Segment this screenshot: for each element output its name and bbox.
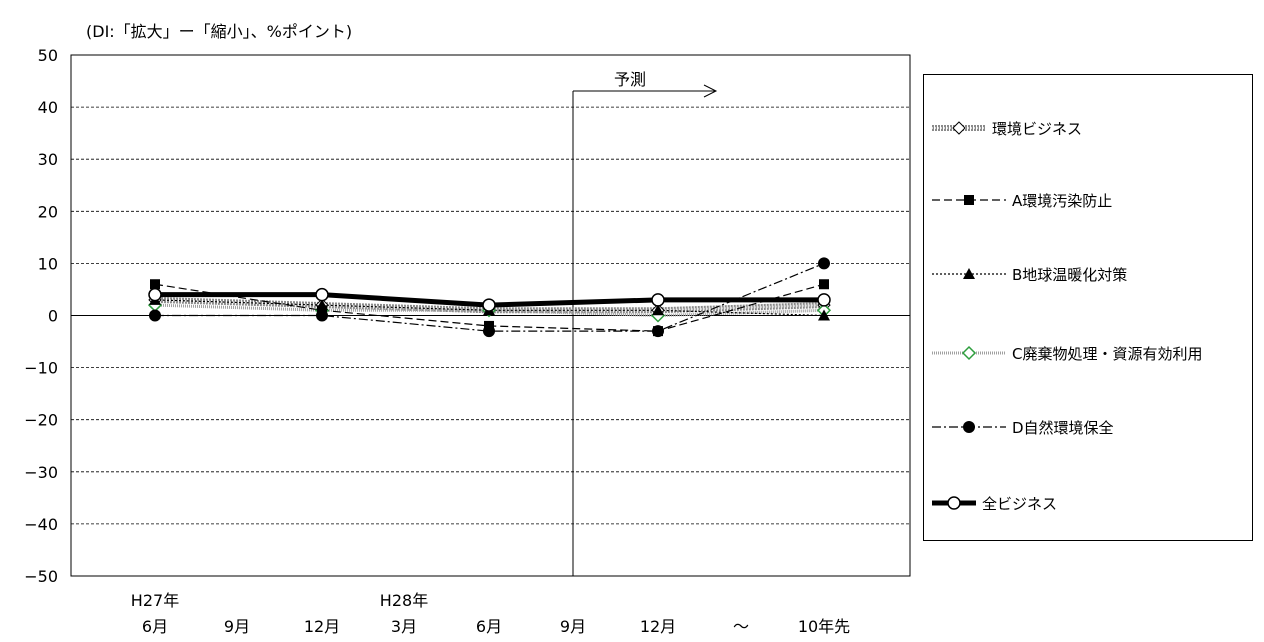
y-tick-label: 10: [38, 254, 58, 273]
y-tick-label: 30: [38, 150, 58, 169]
legend-marker: [964, 195, 974, 205]
legend-swatch-all-business: [932, 496, 976, 510]
legend-marker: [961, 345, 977, 361]
y-tick-label: 20: [38, 202, 58, 221]
data-point-s1-4: [819, 279, 829, 290]
x-tick-label: 〜: [733, 617, 749, 636]
legend-item-pollution-prevention: A環境汚染防止: [930, 185, 1112, 215]
legend-label: C廃棄物処理・資源有効利用: [1012, 344, 1203, 363]
x-tick-label: 9月: [560, 617, 586, 636]
legend-swatch-waste-resources: [932, 345, 1006, 361]
y-unit-label: (DI:「拡大」ー「縮小」、%ポイント): [86, 22, 353, 41]
legend: 環境ビジネス A環境汚染防止 B地球温暖化対策 C廃棄物処理・資源有効利用 D自…: [923, 74, 1253, 541]
y-tick-label: 50: [38, 46, 58, 65]
legend-label: B地球温暖化対策: [1012, 265, 1128, 284]
forecast-marker: 予測: [572, 70, 718, 576]
legend-item-all-business: 全ビジネス: [930, 488, 1057, 518]
legend-item-waste-resources: C廃棄物処理・資源有効利用: [930, 338, 1202, 368]
legend-swatch-pollution-prevention: [932, 195, 1006, 205]
data-point-s4-3: [652, 325, 664, 338]
y-tick-label: −30: [24, 463, 58, 482]
legend-label: D自然環境保全: [1012, 418, 1114, 437]
data-point-s2-4: [818, 309, 830, 321]
data-point-s4-2: [483, 325, 495, 338]
y-tick-label: 0: [48, 307, 58, 326]
data-point-s4-4: [818, 257, 830, 270]
y-tick-label: −10: [24, 359, 58, 378]
x-tick-labels: 6月 9月 12月 3月 6月 9月 12月 〜 10年先 H27年 H28年: [131, 591, 850, 636]
x-tick-label: 12月: [304, 617, 340, 636]
data-point-s5-2: [482, 298, 496, 312]
x-tick-label: 6月: [476, 617, 502, 636]
x-year-label: H27年: [131, 591, 179, 610]
x-year-label: H28年: [380, 591, 428, 610]
forecast-label: 予測: [614, 70, 646, 89]
legend-label: 環境ビジネス: [992, 119, 1083, 138]
y-tick-label: 40: [38, 98, 58, 117]
data-point-s2-3: [652, 304, 664, 316]
legend-marker: [963, 421, 975, 433]
x-tick-label: 9月: [224, 617, 250, 636]
data-point-s5-1: [315, 287, 329, 302]
y-tick-label: −50: [24, 567, 58, 586]
legend-swatch-global-warming: [932, 268, 1006, 279]
series-markers: [147, 257, 832, 338]
data-point-s5-3: [651, 293, 665, 307]
x-tick-label: 6月: [142, 617, 168, 636]
x-tick-label: 10年先: [798, 617, 850, 636]
legend-swatch-nature-conservation: [932, 421, 1006, 433]
legend-marker: [952, 121, 966, 135]
legend-swatch-environment-business: [932, 121, 986, 135]
forecast-arrow-head: [703, 84, 718, 98]
y-tick-label: −20: [24, 411, 58, 430]
y-tick-labels: 50 40 30 20 10 0 −10 −20 −30 −40 −50: [24, 46, 58, 586]
y-tick-label: −40: [24, 515, 58, 534]
legend-marker: [947, 496, 961, 510]
data-point-s5-0: [148, 287, 162, 302]
x-tick-label: 3月: [391, 617, 417, 636]
x-tick-label: 12月: [640, 617, 676, 636]
series-line-4: [155, 262, 825, 332]
legend-label: A環境汚染防止: [1012, 191, 1113, 210]
legend-label: 全ビジネス: [982, 494, 1058, 513]
data-point-s4-0: [149, 309, 161, 322]
legend-marker: [963, 268, 975, 279]
legend-item-environment-business: 環境ビジネス: [930, 113, 1082, 143]
data-point-s4-1: [316, 309, 328, 322]
data-point-s1-0: [150, 279, 160, 290]
legend-item-global-warming: B地球温暖化対策: [930, 259, 1127, 289]
data-point-s5-4: [817, 293, 831, 307]
legend-item-nature-conservation: D自然環境保全: [930, 412, 1114, 442]
